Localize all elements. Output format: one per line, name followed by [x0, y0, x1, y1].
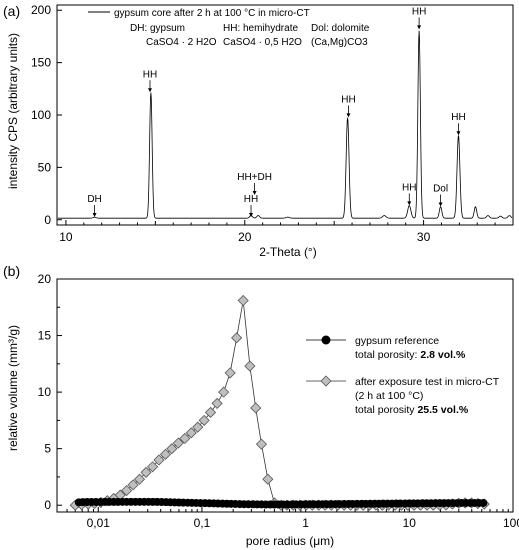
panel-a-tick-labels: 10 20 30 0 50 100 150 200: [31, 3, 431, 244]
exposure-series-line: [75, 300, 485, 506]
panel-b-frame: [56, 278, 514, 513]
legend-reference-label: gypsum reference: [355, 335, 439, 347]
exposure-data-point: [211, 397, 223, 409]
peak-arrow-head: [252, 190, 257, 195]
panel-b-x-tick-label: 10: [403, 516, 417, 530]
xrd-pattern-line: [57, 30, 513, 219]
panel-a-ylabel: intensity CPS (arbitrary units): [6, 33, 20, 189]
legend-exposure-marker: [320, 375, 332, 387]
exposure-data-point: [250, 402, 262, 414]
panel-a-x-tick-label: 30: [417, 230, 431, 244]
legend-def-name-dol: Dol: dolomite: [311, 23, 370, 34]
panel-a-x-tick-label: 20: [238, 230, 252, 244]
exposure-data-point: [198, 414, 210, 426]
peak-annotation: HH: [244, 194, 258, 205]
legend-def-formula-dh: CaSO4 · 2 H2O: [146, 37, 217, 48]
legend-exposure-label: after exposure test in micro-CT: [355, 376, 500, 388]
panel-a-xlabel: 2-Theta (°): [259, 245, 316, 259]
panel-b-xlabel: pore radius (μm): [246, 534, 334, 548]
peak-arrow-head: [147, 88, 152, 93]
peak-annotation: DH: [87, 194, 101, 205]
panel-b-label: (b): [3, 263, 20, 279]
exposure-data-point: [262, 473, 274, 485]
reference-series-markers: [74, 497, 488, 509]
exposure-data-point: [146, 461, 159, 473]
legend-reference-detail-value: 2.8 vol.%: [420, 349, 466, 361]
panel-a-y-tick-label: 200: [31, 3, 51, 17]
exposure-data-point: [121, 484, 133, 497]
peak-arrow-head: [407, 201, 412, 206]
panel-b-x-tick-label: 100: [503, 516, 519, 530]
legend-line-label: gypsum core after 2 h at 100 °C in micro…: [114, 8, 310, 19]
exposure-data-point: [140, 466, 152, 478]
legend-exposure-detail-prefix: total porosity: [355, 404, 417, 416]
peak-annotation: Dol: [433, 183, 448, 194]
exposure-data-point: [133, 473, 146, 485]
reference-data-point: [479, 498, 488, 507]
panel-b-y-tick-label: 10: [38, 385, 52, 399]
peak-annotation: HH: [341, 94, 355, 105]
legend-reference-marker: [321, 335, 331, 345]
panel-b-y-tick-label: 20: [38, 272, 52, 286]
panel-b-x-tick-label: 0,01: [87, 516, 111, 530]
legend-reference-detail-prefix: total porosity:: [355, 349, 420, 361]
panel-a-y-tick-label: 100: [31, 108, 51, 122]
exposure-series-markers: [69, 294, 490, 511]
exposure-data-point: [231, 332, 243, 344]
peak-annotation: HH: [412, 6, 426, 17]
exposure-data-point: [172, 437, 184, 449]
exposure-data-point: [185, 427, 197, 439]
exposure-data-point: [166, 443, 178, 455]
exposure-data-point: [237, 294, 249, 307]
exposure-data-point: [224, 367, 236, 379]
panel-a: (a) intensity CPS (arbitrary units) 2-Th…: [3, 3, 514, 259]
peak-arrow-head: [92, 212, 97, 217]
exposure-data-point: [244, 360, 256, 372]
panel-b-legend: gypsum reference total porosity: 2.8 vol…: [306, 335, 500, 416]
peak-annotation: HH: [451, 112, 465, 123]
legend-reference-detail: total porosity: 2.8 vol.%: [355, 349, 466, 361]
panel-b-axes: [56, 278, 514, 513]
panel-a-axes: [56, 4, 514, 226]
exposure-data-point: [255, 438, 268, 450]
panel-b-y-tick-label: 0: [44, 498, 51, 512]
panel-b-y-tick-label: 15: [38, 329, 52, 343]
panel-a-y-tick-label: 50: [38, 160, 52, 174]
legend-exposure-label-2: (2 h at 100 °C): [355, 390, 423, 402]
panel-b: (b) relative volume (mm³/g) pore radius …: [3, 263, 519, 548]
panel-a-y-tick-label: 0: [44, 213, 51, 227]
legend-def-formula-hh: CaSO4 · 0,5 H2O: [223, 37, 302, 48]
legend-exposure-detail-value: 25.5 vol.%: [417, 404, 468, 416]
panel-b-tick-labels: 0,01 0,1 1 10 100 0 5 10 15 20: [38, 272, 519, 530]
panel-b-x-tick-label: 0,1: [194, 516, 211, 530]
peak-arrow-head: [438, 202, 443, 207]
peak-arrow-head: [456, 131, 461, 136]
panel-b-y-tick-label: 5: [44, 442, 51, 456]
peak-arrow-head: [249, 212, 254, 217]
exposure-data-point: [153, 454, 165, 466]
legend-def-name-hh: HH: hemihydrate: [223, 23, 298, 34]
legend-def-formula-dol: (Ca,Mg)CO3: [311, 37, 368, 48]
exposure-data-point: [127, 479, 139, 491]
panel-a-label: (a): [3, 3, 20, 19]
exposure-data-point: [179, 432, 191, 445]
peak-annotation: HH: [402, 182, 416, 193]
peak-arrow-head: [417, 25, 422, 30]
exposure-data-point: [159, 448, 172, 460]
peak-arrow-head: [346, 113, 351, 118]
exposure-data-point: [218, 386, 230, 398]
exposure-data-point: [204, 406, 217, 419]
legend-def-name-dh: DH: gypsum: [130, 23, 185, 34]
panel-a-y-tick-label: 150: [31, 56, 51, 70]
exposure-data-point: [192, 421, 204, 433]
panel-a-peak-annotations: DH HH HH HH+DH HH HH HH Dol HH: [87, 6, 466, 217]
peak-annotation: HH+DH: [237, 172, 272, 183]
panel-a-x-tick-label: 10: [59, 230, 73, 244]
peak-annotation: HH: [143, 69, 157, 80]
panel-b-ylabel: relative volume (mm³/g): [6, 325, 20, 451]
legend-exposure-detail: total porosity 25.5 vol.%: [355, 404, 469, 416]
panel-a-legend: gypsum core after 2 h at 100 °C in micro…: [88, 8, 370, 48]
panel-b-x-tick-label: 1: [302, 516, 309, 530]
